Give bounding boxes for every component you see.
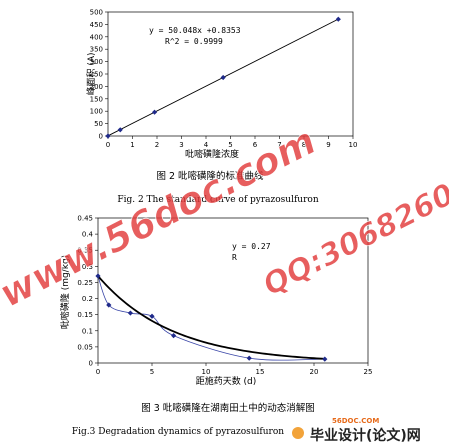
chart1-xtick-label: 6 [253, 141, 258, 149]
degradation-chart: 0 0.05 0.1 0.15 0.2 0.25 0.3 0.35 0.4 0.45 0 5 10 15… [59, 215, 372, 438]
chart2-ytick-label: 0.4 [82, 231, 94, 239]
chart1-xtick-label: 2 [155, 141, 159, 149]
chart1-data-point [220, 74, 226, 81]
chart1-ylabel: 峰面积 (A) [85, 52, 97, 95]
chart2-data-point [106, 302, 112, 308]
chart2-plot-area [97, 217, 369, 364]
chart1-ytick-label: 500 [90, 9, 103, 17]
footer-small-text: 56DOC.COM [332, 417, 379, 425]
chart1-ytick-label: 200 [90, 83, 103, 91]
chart2-caption-cn: 图 3 吡嘧磺隆在湖南田土中的动态消解图 [141, 402, 315, 414]
chart1-xtick-label: 9 [326, 141, 330, 149]
chart1-xtick-label: 0 [106, 141, 110, 149]
chart2-xtick-label: 25 [364, 368, 373, 376]
chart2-xlabel: 距施药天数 (d) [196, 375, 257, 387]
chart2-ytick-label: 0.45 [77, 215, 93, 223]
chart1-r2: R^2 = 0.9999 [165, 37, 223, 46]
chart2-xtick-label: 20 [310, 368, 319, 376]
chart1-ytick-label: 450 [90, 21, 103, 29]
chart1-xtick-label: 3 [179, 141, 183, 149]
chart1-xlabel: 吡嘧磺隆浓度 [185, 148, 239, 160]
chart2-ytick-label: 0 [89, 360, 93, 368]
chart1-data-point [105, 133, 111, 139]
chart1-xtick-label: 4 [204, 141, 209, 149]
chart1-caption-en: Fig. 2 The standard curve of pyrazosulfu… [117, 195, 318, 205]
chart2-data-point [95, 273, 101, 279]
chart1-ytick-label: 0 [99, 133, 103, 141]
chart2-ytick-label: 0.35 [77, 247, 93, 255]
chart2-ytick-label: 0.25 [77, 279, 93, 287]
chart1-ytick-label: 150 [90, 95, 103, 103]
chart2-equation: y = 0.27 [232, 242, 271, 251]
chart1-ytick-label: 250 [90, 71, 103, 79]
chart2-xtick-label: 10 [202, 368, 211, 376]
footer-main-text: 毕业设计(论文)网 [310, 427, 421, 444]
chart1-data-point [117, 127, 123, 133]
standard-curve-chart: 0 50 100 150 200 250 300 350 400 450 500 0 1 2 3 4 5 6 7 8… [85, 9, 357, 206]
chart1-caption-cn: 图 2 吡嘧磺隆的标准曲线 [156, 170, 264, 182]
chart2-r2: R [232, 253, 237, 262]
chart1-ytick-label: 300 [90, 58, 103, 66]
chart2-xtick-label: 0 [96, 368, 100, 376]
chart2-ytick-label: 0.3 [82, 263, 93, 271]
chart1-ytick-label: 50 [94, 120, 103, 128]
chart2-ylabel: 吡嘧磺隆 (mg/kg) [59, 255, 71, 329]
chart1-ytick-label: 350 [90, 46, 103, 54]
chart2-fit-curve [97, 275, 325, 360]
chart2-xtick-label: 5 [150, 368, 154, 376]
chart1-equation: y = 50.048x +0.8353 [149, 26, 241, 35]
chart2-caption-en: Fig.3 Degradation dynamics of pyrazosulf… [72, 427, 284, 437]
chart2-ytick-label: 0.1 [82, 327, 93, 335]
logo-icon [292, 427, 304, 439]
footer-logo: 56DOC.COM 毕业设计(论文)网 [292, 417, 421, 444]
chart1-xtick-label: 1 [130, 141, 134, 149]
chart1-data-point [151, 109, 158, 115]
chart2-xtick-label: 15 [256, 368, 265, 376]
chart2-ytick-label: 0.15 [77, 311, 93, 319]
chart2-ytick-label: 0.2 [82, 295, 93, 303]
chart2-data-point [149, 313, 155, 319]
chart1-xtick-label: 7 [277, 141, 281, 149]
chart2-data-point [322, 356, 328, 362]
chart1-xtick-label: 10 [349, 141, 358, 149]
chart1-data-point [335, 16, 341, 22]
chart2-data-point [171, 333, 177, 339]
chart1-xtick-label: 5 [228, 141, 232, 149]
chart2-ytick-label: 0.05 [77, 343, 93, 351]
chart1-xtick-label: 8 [302, 141, 306, 149]
chart2-data-point [246, 355, 252, 361]
chart2-data-point [127, 310, 133, 316]
chart1-ytick-label: 100 [90, 108, 103, 116]
chart1-ytick-label: 400 [90, 33, 103, 41]
